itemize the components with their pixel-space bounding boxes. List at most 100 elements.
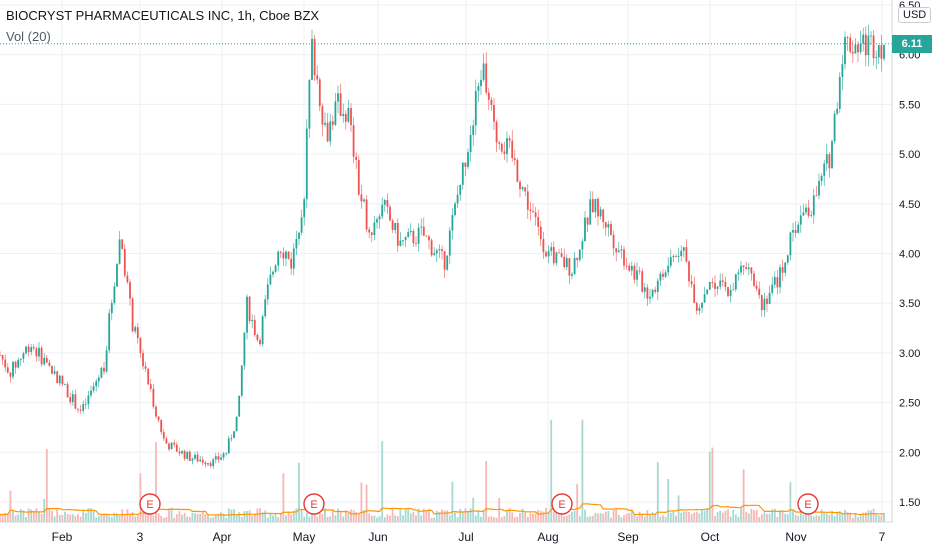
volume-bar bbox=[599, 513, 602, 522]
earnings-marker[interactable]: E bbox=[139, 493, 161, 515]
volume-bar bbox=[326, 516, 329, 522]
volume-bar bbox=[607, 511, 610, 522]
candle-body bbox=[90, 390, 92, 396]
candle-body bbox=[745, 267, 748, 270]
candle-body bbox=[649, 296, 651, 299]
currency-button[interactable]: USD bbox=[898, 7, 932, 23]
volume-bar bbox=[667, 479, 670, 522]
candle-body bbox=[207, 463, 209, 465]
candle-body bbox=[285, 251, 287, 259]
volume-bar bbox=[51, 511, 53, 522]
candle-body bbox=[755, 285, 758, 289]
candle-body bbox=[669, 257, 672, 266]
volume-bar bbox=[836, 511, 839, 522]
volume-bar bbox=[4, 513, 7, 522]
candle-body bbox=[181, 450, 183, 454]
price-tick-label: 5.50 bbox=[899, 99, 920, 111]
volume-bar bbox=[646, 510, 649, 522]
volume-bar bbox=[90, 508, 92, 522]
candle-body bbox=[394, 222, 397, 231]
candle-body bbox=[126, 275, 129, 283]
candle-body bbox=[266, 284, 269, 300]
candle-body bbox=[97, 377, 100, 382]
volume-bar bbox=[272, 515, 274, 522]
volume-bar bbox=[165, 517, 168, 522]
volume-bar bbox=[755, 510, 758, 522]
volume-bar bbox=[872, 508, 875, 522]
volume-bar bbox=[604, 511, 607, 522]
earnings-marker[interactable]: E bbox=[551, 493, 573, 515]
volume-bar bbox=[97, 516, 100, 522]
volume-bar bbox=[597, 513, 599, 522]
volume-bar bbox=[529, 513, 532, 522]
volume-bar bbox=[656, 462, 659, 522]
volume-bar bbox=[532, 513, 534, 522]
candle-body bbox=[547, 250, 550, 257]
candle-body bbox=[864, 34, 867, 56]
volume-bar bbox=[409, 513, 412, 522]
candle-body bbox=[292, 248, 295, 269]
volume-bar bbox=[464, 508, 467, 522]
candle-body bbox=[149, 384, 152, 389]
candle-body bbox=[763, 298, 766, 311]
volume-bar bbox=[144, 511, 147, 522]
volume-bar bbox=[194, 513, 196, 522]
volume-bar bbox=[311, 511, 313, 522]
candle-body bbox=[261, 316, 264, 345]
candle-body bbox=[693, 284, 696, 303]
candle-body bbox=[446, 255, 449, 270]
candle-body bbox=[508, 138, 511, 141]
candle-body bbox=[344, 114, 347, 122]
volume-bar bbox=[812, 516, 815, 522]
volume-bar bbox=[157, 513, 160, 522]
earnings-marker[interactable]: E bbox=[797, 493, 819, 515]
volume-bar bbox=[136, 515, 139, 522]
candle-body bbox=[386, 200, 389, 207]
volume-bar bbox=[745, 511, 748, 522]
candle-body bbox=[339, 93, 342, 116]
candle-body bbox=[407, 232, 410, 238]
volume-indicator-label[interactable]: Vol (20) bbox=[6, 29, 51, 44]
candle-body bbox=[630, 265, 633, 271]
volume-bar bbox=[594, 513, 597, 522]
candle-body bbox=[256, 334, 259, 340]
time-tick-label: Sep bbox=[617, 530, 639, 544]
volume-bar bbox=[547, 512, 550, 522]
candle-body bbox=[851, 51, 854, 54]
candle-body bbox=[464, 162, 467, 167]
candle-body bbox=[545, 252, 547, 257]
earnings-marker-circle bbox=[139, 493, 161, 515]
candle-body bbox=[537, 217, 540, 227]
volume-bar bbox=[357, 513, 360, 522]
volume-bar bbox=[844, 509, 846, 522]
candle-body bbox=[552, 247, 555, 264]
candle-body bbox=[376, 219, 378, 223]
candle-body bbox=[170, 442, 173, 450]
volume-bar bbox=[121, 509, 124, 522]
candle-body bbox=[32, 347, 35, 349]
candle-body bbox=[420, 226, 423, 228]
price-tick-label: 5.00 bbox=[899, 149, 920, 161]
candle-body bbox=[251, 319, 254, 322]
candle-body bbox=[402, 240, 404, 241]
candle-body bbox=[357, 160, 360, 195]
candle-body bbox=[594, 198, 597, 213]
candle-body bbox=[638, 270, 641, 272]
candle-body bbox=[862, 34, 865, 44]
candle-body bbox=[846, 37, 849, 38]
volume-bar bbox=[589, 516, 592, 522]
candle-body bbox=[43, 357, 46, 365]
candle-body bbox=[482, 63, 485, 80]
candle-body bbox=[186, 451, 189, 459]
candle-body bbox=[313, 38, 316, 76]
volume-bar bbox=[727, 509, 729, 522]
candle-body bbox=[95, 381, 98, 387]
candle-body bbox=[831, 141, 833, 169]
candle-body bbox=[222, 453, 225, 458]
candle-body bbox=[178, 451, 181, 454]
candle-body bbox=[714, 282, 716, 289]
earnings-marker[interactable]: E bbox=[303, 493, 325, 515]
candle-body bbox=[45, 357, 48, 363]
